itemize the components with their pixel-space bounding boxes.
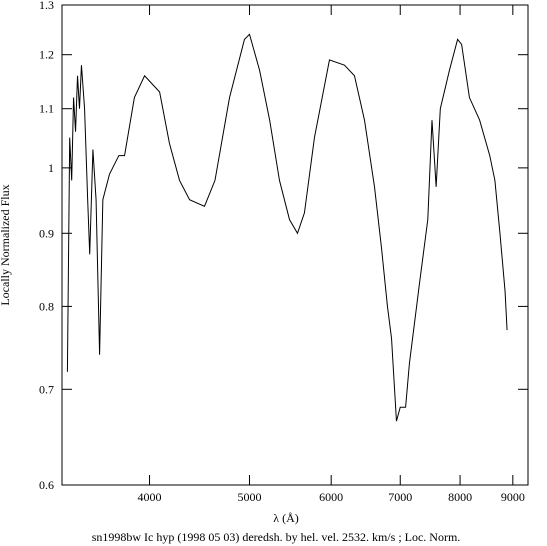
y-tick-label: 1.2 <box>39 48 54 62</box>
plot-frame <box>61 4 529 486</box>
x-tick-label: 8000 <box>448 490 472 504</box>
x-axis-label: λ (Å) <box>273 511 298 525</box>
y-tick-label: 0.8 <box>39 299 54 313</box>
x-tick-label: 7000 <box>388 490 412 504</box>
y-tick-label: 1 <box>48 161 54 175</box>
y-tick-label: 0.7 <box>39 382 54 396</box>
x-tick-label: 9000 <box>501 490 525 504</box>
y-tick-label: 1.1 <box>39 102 54 116</box>
chart-title: sn1998bw Ic hyp (1998 05 03) deredsh. by… <box>92 530 461 544</box>
x-tick-label: 5000 <box>238 490 262 504</box>
y-tick-label: 1.3 <box>39 0 54 12</box>
x-tick-label: 4000 <box>138 490 162 504</box>
x-tick-label: 6000 <box>319 490 343 504</box>
y-tick-label: 0.9 <box>39 226 54 240</box>
spectrum-line <box>66 33 508 422</box>
y-tick-label: 0.6 <box>39 478 54 492</box>
y-axis-label: Locally Normalized Flux <box>0 184 12 305</box>
